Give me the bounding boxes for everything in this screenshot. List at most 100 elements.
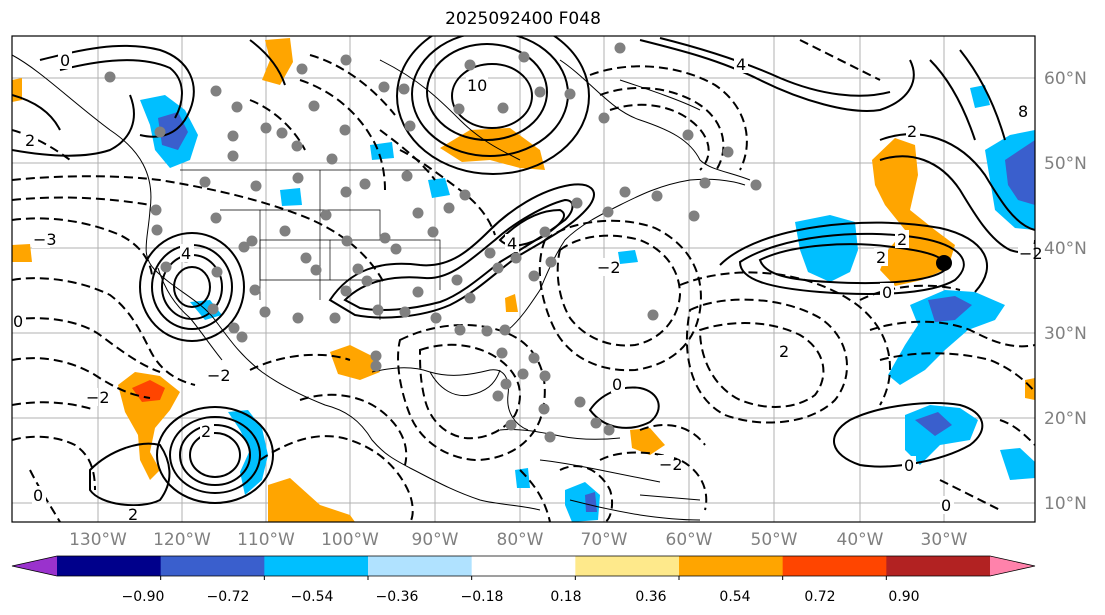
contour-label: 2 xyxy=(779,342,789,361)
station-dots xyxy=(104,42,762,443)
colorbar-segment xyxy=(57,556,162,576)
colorbar-outline xyxy=(11,555,1036,577)
lon-label: 70°W xyxy=(581,530,628,550)
lat-label: 10°N xyxy=(1044,494,1087,514)
colorbar-tick-label: 0.54 xyxy=(719,589,750,605)
shade-negative xyxy=(428,178,450,198)
colorbar-tick-label: −0.90 xyxy=(122,589,165,605)
contour-label: −2 xyxy=(597,258,621,277)
contour-label: 2 xyxy=(128,505,138,524)
shade-positive xyxy=(330,345,380,380)
shade-negative xyxy=(618,250,638,264)
colorbar-segment xyxy=(264,556,369,576)
contour-label: −2 xyxy=(207,366,231,385)
lat-label: 50°N xyxy=(1044,154,1087,174)
shade-negative xyxy=(795,215,858,282)
contour-label: 0 xyxy=(33,486,43,505)
contour-label: 8 xyxy=(1018,102,1028,121)
black-dot-marker xyxy=(936,255,952,271)
contour-label: −2 xyxy=(1019,244,1043,263)
colorbar-tick-label: 0.90 xyxy=(888,589,919,605)
coastlines xyxy=(12,54,751,521)
contour-label: −2 xyxy=(86,388,110,407)
colorbar-tick-label: −0.72 xyxy=(207,589,250,605)
colorbar-tick-label: 0.36 xyxy=(635,589,666,605)
colorbar-segment xyxy=(679,556,784,576)
contour-label: 2 xyxy=(201,422,211,441)
contour-label: 2 xyxy=(897,230,907,249)
lon-label: 130°W xyxy=(69,530,127,550)
shade-strong-negative xyxy=(928,296,972,322)
shade-strong-negative xyxy=(585,492,597,512)
lat-label: 40°N xyxy=(1044,239,1087,259)
lat-label: 60°N xyxy=(1044,69,1087,89)
shaded-anomaly-regions xyxy=(12,38,1035,522)
lat-label: 30°N xyxy=(1044,324,1087,344)
colorbar-segment xyxy=(990,556,1035,576)
grid-lines xyxy=(12,36,1035,522)
contour-label: −3 xyxy=(33,230,57,249)
contour-label: 4 xyxy=(181,244,191,263)
shade-negative xyxy=(280,188,302,206)
shade-positive xyxy=(1025,378,1035,400)
contour-label: 0 xyxy=(612,375,622,394)
colorbar-segment xyxy=(471,556,576,576)
colorbar-segment xyxy=(886,556,991,576)
shade-negative xyxy=(228,410,268,495)
colorbar-segment xyxy=(368,556,473,576)
contour-labels: 0 2 2 4 −2 −2 −3 4 0 2 −2 2 0 2 4 10 8 2 xyxy=(12,51,1043,524)
map-border xyxy=(11,35,1036,523)
shade-positive xyxy=(268,478,355,522)
colorbar-tick-label: −0.36 xyxy=(376,589,419,605)
contour-label: 2 xyxy=(876,248,886,267)
contour-label: 0 xyxy=(882,283,892,302)
shade-positive xyxy=(872,138,955,286)
contour-label: 10 xyxy=(467,76,487,95)
longitude-axis: 130°W 120°W 110°W 100°W 90°W 80°W 70°W 6… xyxy=(69,530,968,550)
shade-strong-negative xyxy=(1005,140,1035,205)
shade-negative xyxy=(888,290,1005,385)
contour-label: 4 xyxy=(736,55,746,74)
contour-label: 2 xyxy=(907,122,917,141)
lon-label: 120°W xyxy=(153,530,211,550)
shade-positive xyxy=(505,294,518,312)
contour-label: 0 xyxy=(13,312,23,331)
colorbar-tick-label: −0.18 xyxy=(461,589,504,605)
lon-label: 50°W xyxy=(751,530,798,550)
colorbar-segment xyxy=(160,556,265,576)
shade-strong-positive xyxy=(132,380,165,402)
lon-label: 40°W xyxy=(837,530,884,550)
shade-negative xyxy=(515,468,530,488)
contour-label: 0 xyxy=(60,51,70,70)
contour-label: 0 xyxy=(904,456,914,475)
latitude-axis: 60°N 50°N 40°N 30°N 20°N 10°N xyxy=(1044,69,1087,514)
colorbar xyxy=(11,555,1036,580)
colorbar-labels: −0.90 −0.72 −0.54 −0.36 −0.18 0.18 0.36 … xyxy=(122,589,920,605)
contour-label: 2 xyxy=(25,131,35,150)
colorbar-segment xyxy=(575,556,680,576)
shade-positive xyxy=(262,38,293,85)
colorbar-tick-label: −0.54 xyxy=(291,589,334,605)
shade-positive xyxy=(118,372,180,480)
colorbar-segment xyxy=(12,556,57,576)
lon-label: 30°W xyxy=(921,530,968,550)
colorbar-tick-label: 0.18 xyxy=(550,589,581,605)
lon-label: 80°W xyxy=(497,530,544,550)
contour-label: 4 xyxy=(507,234,517,253)
lon-label: 100°W xyxy=(321,530,379,550)
shade-strong-negative xyxy=(915,412,952,436)
map-title: 2025092400 F048 xyxy=(445,9,601,29)
lat-label: 20°N xyxy=(1044,409,1087,429)
shade-positive xyxy=(630,428,665,455)
lon-label: 60°W xyxy=(666,530,713,550)
contour-label: 0 xyxy=(941,496,951,515)
lon-label: 110°W xyxy=(237,530,295,550)
shade-negative xyxy=(1000,448,1035,480)
state-borders xyxy=(180,169,441,320)
colorbar-tick-label: 0.72 xyxy=(804,589,835,605)
shade-negative xyxy=(370,142,394,160)
contour-label: −2 xyxy=(659,455,683,474)
shade-positive xyxy=(12,244,32,262)
lon-label: 90°W xyxy=(412,530,459,550)
